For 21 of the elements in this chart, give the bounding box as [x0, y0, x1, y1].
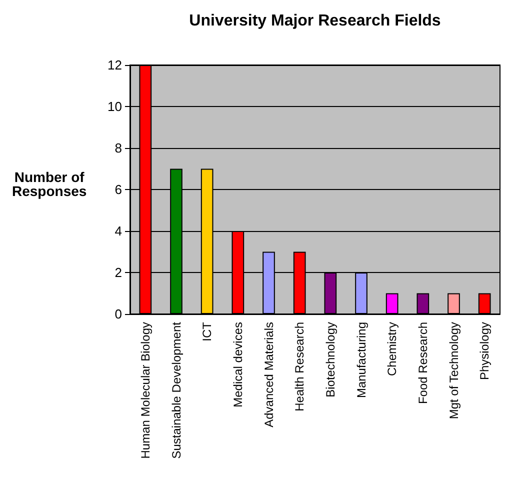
x-tick-label: Health Research [292, 322, 307, 412]
x-tick-label: Food Research [416, 322, 430, 404]
x-tick-label: Manufacturing [354, 322, 368, 398]
y-tick-label: 6 [114, 182, 122, 197]
x-tick-label: Human Molecular Biology [138, 322, 152, 459]
chart-title: University Major Research Fields [189, 12, 441, 30]
x-tick-label: ICT [200, 321, 214, 342]
x-tick-label: Physiology [478, 322, 492, 380]
x-tick-label: Medical devices [230, 322, 245, 408]
y-axis-title: Number of Responses [12, 169, 87, 199]
y-tick-label: 2 [114, 265, 122, 280]
y-tick-label: 8 [114, 140, 122, 156]
x-tick-label: Chemistry [385, 322, 400, 376]
x-tick-label: Advanced Materials [262, 322, 276, 428]
x-tick-label: Sustainable Development [169, 321, 184, 459]
y-tick-label: 4 [114, 224, 122, 238]
x-tick-label: Biotechnology [323, 322, 338, 398]
y-tick-label: 10 [108, 99, 122, 114]
x-tick-label: Mgt of Technology [446, 322, 461, 420]
y-tick-label: 0 [114, 306, 122, 322]
y-tick-label: 12 [108, 58, 122, 72]
